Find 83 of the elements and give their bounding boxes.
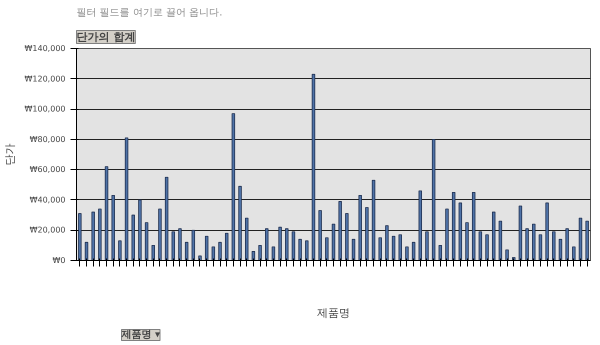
bar: [164, 176, 168, 260]
bar: [572, 246, 576, 260]
bar: [218, 242, 222, 260]
bar: [585, 220, 589, 260]
bar: [498, 220, 502, 260]
bar: [305, 240, 309, 260]
y-tick-label: ₩100,000: [24, 104, 66, 114]
bar: [392, 236, 396, 260]
bar: [372, 180, 376, 260]
bar: [192, 230, 196, 260]
text: 필터 필드를 여기로 끌어 옵니다.: [76, 8, 222, 18]
y-tick-label: ₩80,000: [30, 134, 66, 144]
bar: [252, 251, 256, 260]
bar: [124, 137, 128, 260]
bar: [138, 200, 142, 260]
bar: [525, 228, 529, 260]
bar: [312, 74, 316, 260]
bar: [172, 231, 176, 260]
bar: [91, 212, 95, 260]
bar: [285, 228, 289, 260]
bar: [405, 246, 409, 260]
bar: [412, 242, 416, 260]
bar: [318, 210, 322, 260]
bar: [278, 226, 282, 260]
bar: [232, 113, 236, 260]
bar: [385, 225, 389, 260]
bar: [298, 238, 302, 260]
bar: [558, 238, 562, 260]
bar: [184, 242, 188, 260]
bar: [552, 231, 556, 260]
bar: [238, 186, 242, 260]
bar: [505, 250, 509, 260]
bar: [565, 228, 569, 260]
bar: [144, 222, 148, 260]
bar: [265, 228, 268, 260]
bar: [438, 244, 442, 260]
bar: [338, 201, 342, 260]
bar: [445, 208, 449, 260]
bar: [132, 214, 135, 260]
bar: [485, 234, 489, 260]
bar: [98, 208, 102, 260]
bar: [458, 202, 462, 260]
bar: [272, 246, 276, 260]
bar: [111, 194, 115, 260]
bar: [472, 192, 476, 260]
bar: [492, 212, 496, 260]
bar: [118, 240, 122, 260]
chart-title: 단가의 합계: [76, 30, 136, 44]
x-axis-title: 제품명: [317, 306, 350, 320]
bar: [432, 138, 436, 260]
bar: [518, 206, 522, 260]
bar: [178, 228, 182, 260]
bar: [538, 234, 542, 260]
bar: [345, 213, 349, 260]
bar: [425, 231, 429, 260]
y-tick-label: ₩0: [52, 256, 66, 265]
bar: [478, 231, 482, 260]
bar: [104, 166, 108, 260]
y-tick-label: ₩40,000: [30, 195, 66, 204]
bar: [452, 192, 456, 260]
y-axis-title: 단가: [4, 144, 17, 166]
bar: [532, 224, 536, 260]
y-tick-label: ₩60,000: [30, 165, 66, 174]
bar: [152, 244, 155, 260]
bar: [292, 231, 296, 260]
y-tick-label: ₩120,000: [24, 74, 66, 84]
bar: [358, 194, 362, 260]
bar: [244, 218, 248, 260]
y-tick-label: ₩140,000: [24, 44, 66, 53]
bar: [204, 236, 208, 260]
bar: [398, 234, 402, 260]
bar: [158, 208, 162, 260]
bar: [418, 190, 422, 260]
bar: [258, 244, 262, 260]
bar: [545, 202, 549, 260]
bar: [325, 237, 329, 260]
bar: [365, 207, 369, 260]
bar: [352, 238, 356, 260]
bar: [378, 237, 382, 260]
bar: [78, 213, 82, 260]
y-tick-label: ₩20,000: [30, 226, 66, 235]
bar: [224, 232, 228, 260]
bar: [212, 246, 216, 260]
